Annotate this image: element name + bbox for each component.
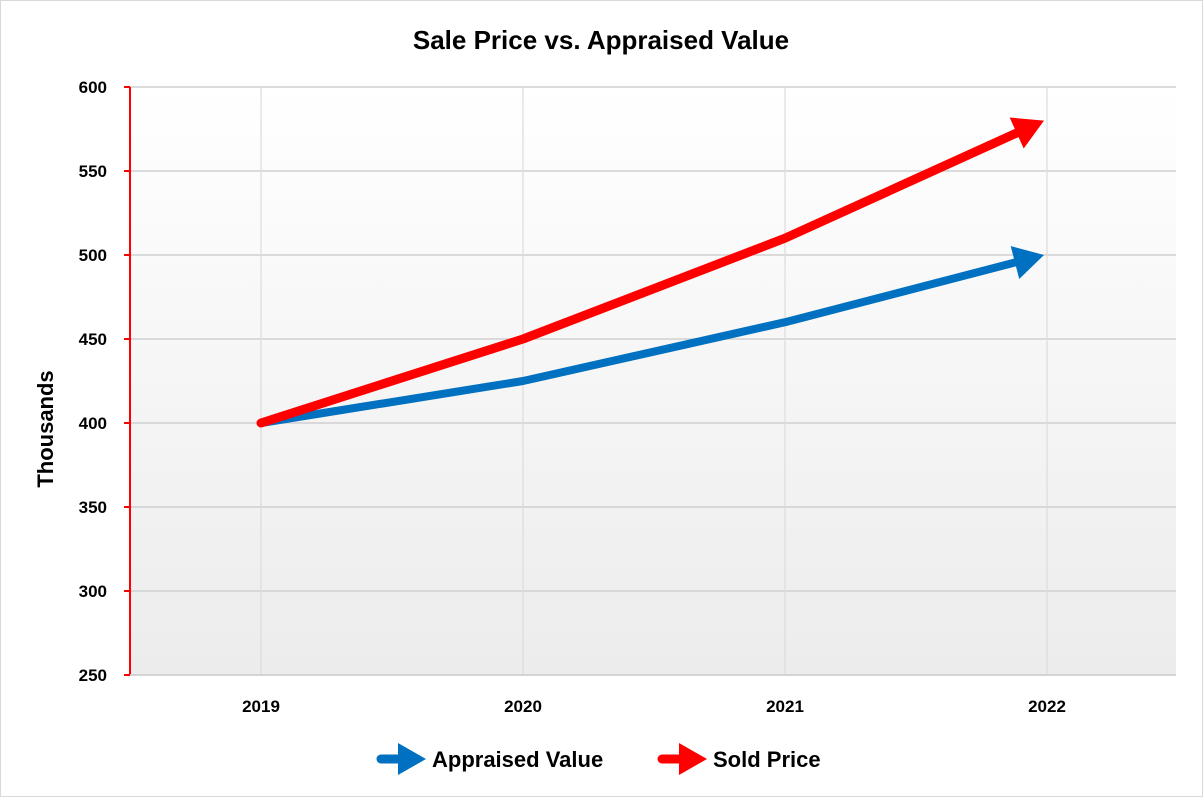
legend[interactable]: Appraised Value Sold Price — [376, 743, 821, 775]
y-tick-label: 400 — [79, 414, 107, 433]
y-axis-title: Thousands — [33, 370, 58, 487]
series-arrowhead-sold-price — [1009, 117, 1044, 149]
legend-arrow-sold-price — [679, 743, 707, 775]
y-tick-label: 600 — [79, 78, 107, 97]
legend-arrow-appraised-value — [398, 743, 426, 775]
legend-item-sold-price[interactable]: Sold Price — [657, 743, 821, 775]
series-line-appraised-value — [257, 258, 1019, 427]
gridlines — [130, 86, 1176, 676]
y-tick-label: 450 — [79, 330, 107, 349]
y-tick-label: 350 — [79, 498, 107, 517]
series-sold-price — [256, 117, 1044, 428]
y-tick-label: 550 — [79, 162, 107, 181]
y-tick-label: 300 — [79, 582, 107, 601]
series-line-sold-price — [256, 128, 1022, 428]
y-tick-label: 250 — [79, 666, 107, 685]
x-tick-label: 2021 — [766, 697, 804, 716]
x-tick-label: 2019 — [242, 697, 280, 716]
legend-label-appraised-value: Appraised Value — [432, 747, 603, 772]
chart-title: Sale Price vs. Appraised Value — [413, 25, 789, 55]
legend-item-appraised-value[interactable]: Appraised Value — [376, 743, 603, 775]
x-tick-label: 2022 — [1028, 697, 1066, 716]
series-arrowhead-appraised-value — [1010, 246, 1044, 279]
axes: 250 300 350 400 450 500 550 600 2019 2020 2021 2022 — [79, 78, 1176, 716]
x-tick-label: 2020 — [504, 697, 542, 716]
legend-label-sold-price: Sold Price — [713, 747, 821, 772]
plot-area — [130, 87, 1176, 675]
series-lines — [256, 117, 1044, 428]
y-tick-label: 500 — [79, 246, 107, 265]
series-appraised-value — [257, 246, 1044, 427]
